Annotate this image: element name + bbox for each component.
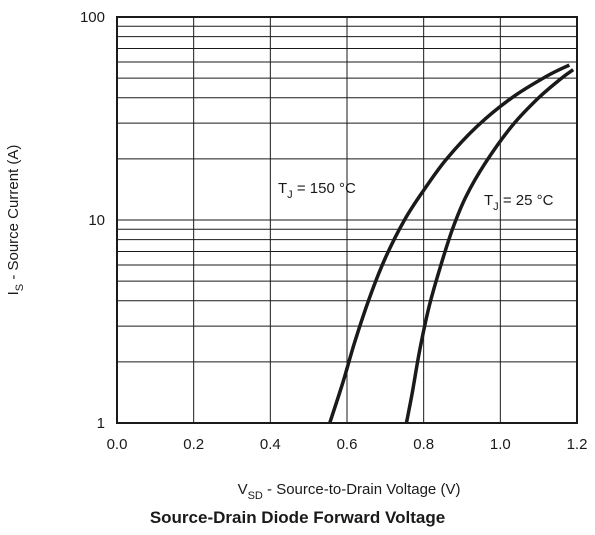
y-tick-labels: 1 10 100 bbox=[80, 9, 105, 432]
chart-caption: Source-Drain Diode Forward Voltage bbox=[149, 508, 446, 527]
x-tick-label: 0.6 bbox=[337, 436, 358, 453]
series-line-tj-25 bbox=[404, 68, 575, 424]
y-tick-label: 100 bbox=[80, 9, 105, 26]
x-tick-label: 1.2 bbox=[567, 436, 588, 453]
series-curves bbox=[328, 63, 575, 424]
y-tick-label: 10 bbox=[88, 212, 105, 229]
x-tick-label: 1.0 bbox=[490, 436, 511, 453]
annotation-tj-150: TJ = 150 °C bbox=[278, 180, 356, 201]
x-axis-label: VSD - Source-to-Drain Voltage (V) bbox=[238, 481, 461, 502]
series-line-tj-150 bbox=[328, 63, 571, 424]
x-tick-labels: 0.0 0.2 0.4 0.6 0.8 1.0 1.2 bbox=[107, 436, 588, 453]
annotation-tj-25: TJ = 25 °C bbox=[484, 192, 554, 213]
x-tick-label: 0.0 bbox=[107, 436, 128, 453]
x-tick-label: 0.4 bbox=[260, 436, 281, 453]
x-tick-label: 0.8 bbox=[413, 436, 434, 453]
y-axis-label: IS - Source Current (A) bbox=[5, 145, 26, 296]
y-tick-label: 1 bbox=[97, 415, 105, 432]
x-tick-label: 0.2 bbox=[183, 436, 204, 453]
grid-lines bbox=[117, 17, 577, 423]
plot-frame bbox=[116, 16, 578, 424]
